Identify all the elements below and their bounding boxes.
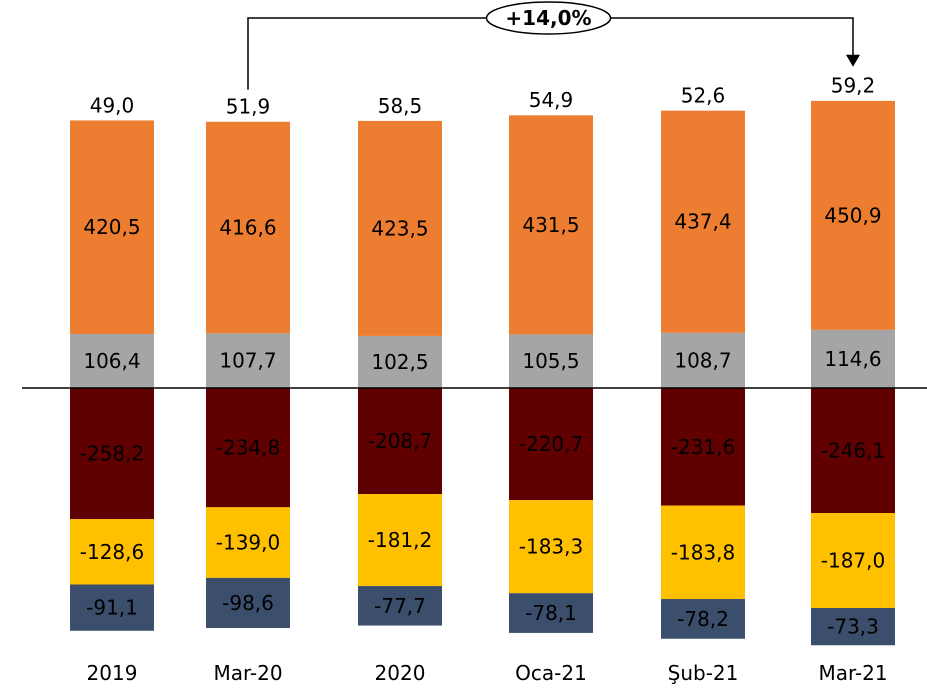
data-label: -183,3 [519,535,583,559]
data-label: -208,7 [368,429,432,453]
bar-segment [811,608,895,646]
category-label: Şub-21 [668,661,739,685]
data-label: 106,4 [83,349,140,373]
data-label: 416,6 [219,215,276,239]
data-label: -231,6 [671,435,735,459]
data-label: -128,6 [80,540,144,564]
bar-segment [509,334,593,388]
bar-segment [811,513,895,609]
data-label: 49,0 [90,93,135,117]
data-label: -91,1 [86,596,138,620]
data-label: -246,1 [821,439,885,463]
bar-segment [358,120,442,336]
bar-segment [661,599,745,639]
bar-segment [70,519,154,585]
bar-segment [358,335,442,388]
bar-segment [509,115,593,335]
bar-segment [509,500,593,594]
bar-segment [358,586,442,626]
bar-segment [70,584,154,631]
growth-annotation-text: +14,0% [505,6,591,30]
data-label: -187,0 [821,549,885,573]
data-label: -77,7 [374,594,426,618]
data-label: 420,5 [83,215,140,239]
bar-segment [206,388,290,508]
data-label: 58,5 [378,94,423,118]
data-label: -183,8 [671,540,735,564]
growth-annotation-bubble [485,1,612,35]
bar-segment [206,121,290,334]
data-label: -258,2 [80,442,144,466]
bar-segment [206,507,290,578]
bar-segment [661,83,745,111]
data-label: 431,5 [522,213,579,237]
data-label: 59,2 [831,74,876,98]
data-label: -73,3 [827,615,879,639]
bar-segment [206,333,290,388]
data-label: 51,9 [226,95,271,119]
data-label: -234,8 [216,436,280,460]
data-label: 52,6 [681,84,726,108]
bar-segment [661,388,745,506]
data-label: -181,2 [368,528,432,552]
data-label: -78,2 [677,607,729,631]
bar-segment [358,494,442,587]
bar-segment [811,100,895,330]
bar-segment [661,110,745,333]
data-label: -139,0 [216,531,280,555]
bar-segment [661,505,745,600]
data-label: 437,4 [674,210,731,234]
data-label: 450,9 [824,203,881,227]
bar-segment [509,87,593,116]
bar-segment [70,95,154,121]
bar-segment [70,120,154,334]
category-label: 2019 [87,661,138,685]
bar-segment [811,329,895,388]
bar-segment [358,91,442,121]
bar-segment [811,70,895,101]
category-label: Mar-21 [818,661,887,685]
data-label: -78,1 [525,601,577,625]
bar-segment [70,333,154,388]
bar-segment [811,388,895,514]
bar-segment [70,388,154,520]
category-label: 2020 [375,661,426,685]
data-label: 423,5 [371,216,428,240]
category-label: Oca-21 [515,661,587,685]
bar-segment [509,388,593,501]
bar-segment [358,388,442,495]
data-label: 108,7 [674,348,731,372]
data-label: 105,5 [522,349,579,373]
bar-segment [661,332,745,388]
bar-segment [206,577,290,628]
category-label: Mar-20 [213,661,282,685]
data-label: 114,6 [824,347,881,371]
data-label: 54,9 [529,88,574,112]
data-label: -98,6 [222,591,274,615]
bar-segment [509,593,593,633]
data-label: 107,7 [219,349,276,373]
data-label: -220,7 [519,432,583,456]
data-label: 102,5 [371,350,428,374]
growth-arrow-head [846,54,860,67]
bar-segment [206,95,290,122]
